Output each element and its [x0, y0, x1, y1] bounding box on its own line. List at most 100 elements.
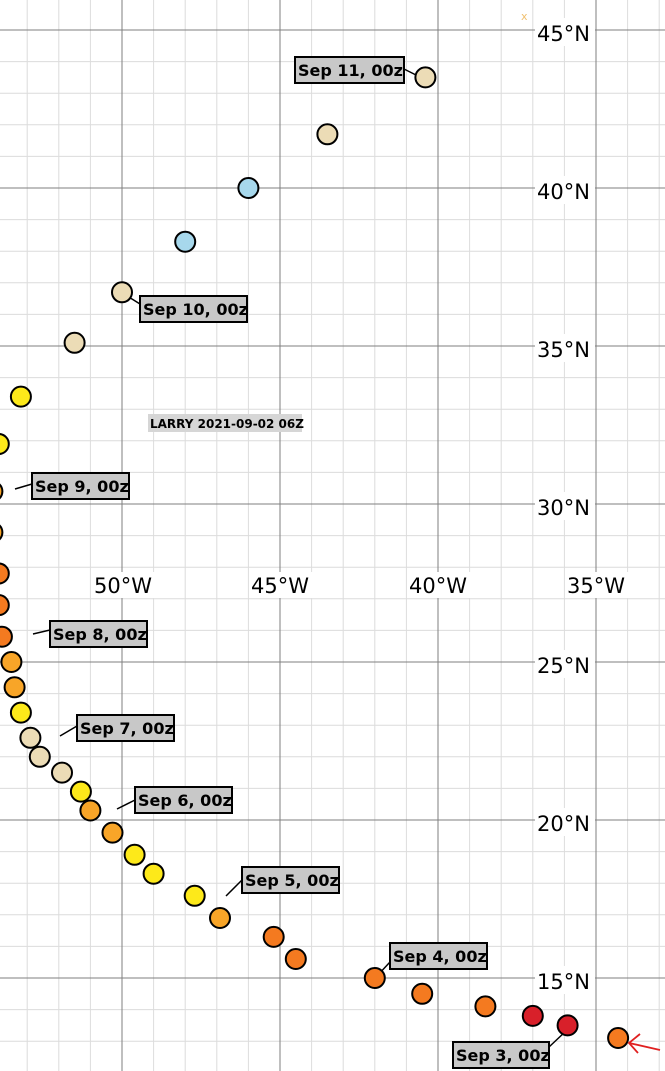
date-labels: Sep 11, 00z Sep 10, 00z Sep 9, 00z Sep 8…	[31, 56, 550, 1069]
track-point	[0, 625, 13, 648]
track-point	[363, 967, 386, 989]
date-label-text: Sep 8, 00z	[53, 625, 147, 644]
storm-title-text: LARRY 2021-09-02 06Z	[150, 417, 304, 431]
track-point	[607, 1027, 630, 1049]
date-label-text: Sep 11, 00z	[298, 61, 403, 80]
date-label-text: Sep 5, 00z	[245, 871, 339, 890]
date-label-sep-8: Sep 8, 00z	[49, 620, 148, 648]
latitude-label: 25°N	[537, 654, 590, 678]
current-position-arrow	[627, 1033, 661, 1054]
track-point	[209, 907, 231, 929]
date-label-sep-4: Sep 4, 00z	[389, 942, 488, 970]
date-label-box	[241, 866, 340, 894]
longitude-label: 35°W	[567, 574, 625, 598]
track-point	[28, 745, 51, 768]
longitude-labels: 50°W 45°W 40°W 35°W	[93, 572, 630, 598]
track-point	[0, 483, 4, 500]
latitude-labels: 45°N 40°N 35°N 30°N 25°N 20°N 15°N	[535, 18, 595, 994]
date-label-text: Sep 4, 00z	[393, 947, 487, 966]
leader-line	[116, 799, 136, 810]
latitude-label: 30°N	[537, 496, 590, 520]
latitude-label-bg	[535, 966, 595, 994]
track-point	[19, 726, 42, 749]
track-point	[9, 701, 32, 724]
longitude-label: 45°W	[251, 574, 309, 598]
leader-line	[32, 629, 51, 635]
longitude-label-bg	[566, 572, 630, 598]
date-label-box	[294, 56, 405, 84]
date-label-sep-11: Sep 11, 00z	[294, 56, 405, 84]
date-label-box	[31, 472, 130, 500]
track-point	[284, 948, 307, 970]
date-label-sep-10: Sep 10, 00z	[139, 295, 248, 323]
track-point	[0, 651, 23, 673]
track-point	[237, 177, 260, 199]
track-point	[262, 925, 285, 948]
track-point	[556, 1014, 579, 1037]
latitude-label: 20°N	[537, 812, 590, 836]
date-label-sep-9: Sep 9, 00z	[31, 472, 130, 500]
date-label-text: Sep 10, 00z	[143, 300, 248, 319]
corner-mark: x	[521, 10, 528, 23]
arrow-shaft	[628, 1042, 661, 1051]
date-label-text: Sep 6, 00z	[138, 791, 232, 810]
axis-label-backgrounds	[526, 0, 665, 1071]
track-point	[174, 230, 197, 253]
storm-title: LARRY 2021-09-02 06Z	[148, 414, 304, 432]
track-point	[101, 821, 124, 844]
date-label-box	[139, 295, 248, 323]
track-point	[51, 761, 73, 784]
leader-line	[225, 879, 243, 897]
track-point	[0, 594, 10, 617]
track-point	[183, 884, 206, 907]
track-point	[9, 385, 32, 408]
date-label-box	[452, 1041, 550, 1069]
track-point	[142, 862, 165, 885]
latitude-label: 35°N	[537, 338, 590, 362]
latitude-label-bg	[535, 492, 595, 520]
date-label-box	[134, 786, 233, 814]
longitude-label-bg	[93, 572, 157, 598]
date-label-text: Sep 7, 00z	[80, 719, 174, 738]
arrow-head	[627, 1033, 641, 1054]
leader-line	[14, 483, 33, 490]
track-point	[63, 331, 86, 354]
leader-line	[59, 725, 78, 737]
latitude-label-bg	[535, 334, 595, 362]
date-label-box	[49, 620, 148, 648]
latitude-label-bg	[535, 650, 595, 678]
track-point	[111, 281, 133, 304]
date-label-sep-5: Sep 5, 00z	[241, 866, 340, 894]
track-point	[474, 995, 497, 1018]
date-label-text: Sep 3, 00z	[456, 1046, 550, 1065]
date-label-sep-6: Sep 6, 00z	[134, 786, 233, 814]
date-label-text: Sep 9, 00z	[35, 477, 129, 496]
track-points	[0, 66, 630, 1049]
track-point	[411, 982, 434, 1005]
track-point	[0, 562, 10, 585]
date-label-box	[389, 942, 488, 970]
latitude-label-bg	[535, 808, 595, 836]
longitude-label: 40°W	[409, 574, 467, 598]
track-point	[3, 676, 26, 699]
storm-title-bg	[148, 414, 302, 432]
date-label-sep-7: Sep 7, 00z	[76, 714, 175, 742]
latitude-label-bg	[535, 18, 595, 46]
date-label-sep-3: Sep 3, 00z	[452, 1041, 550, 1069]
longitude-label-bg	[408, 572, 472, 598]
track-point	[0, 524, 4, 541]
latitude-label: 40°N	[537, 180, 590, 204]
track-point	[0, 433, 10, 455]
longitude-label: 50°W	[94, 574, 152, 598]
latitude-label: 15°N	[537, 970, 590, 994]
latitude-label-bg	[535, 176, 595, 204]
track-point	[414, 66, 437, 89]
track-point	[123, 843, 146, 866]
track-point	[521, 1004, 544, 1027]
track-point	[69, 780, 92, 803]
date-label-box	[76, 714, 175, 742]
track-point	[316, 123, 339, 146]
latitude-label: 45°N	[537, 22, 590, 46]
